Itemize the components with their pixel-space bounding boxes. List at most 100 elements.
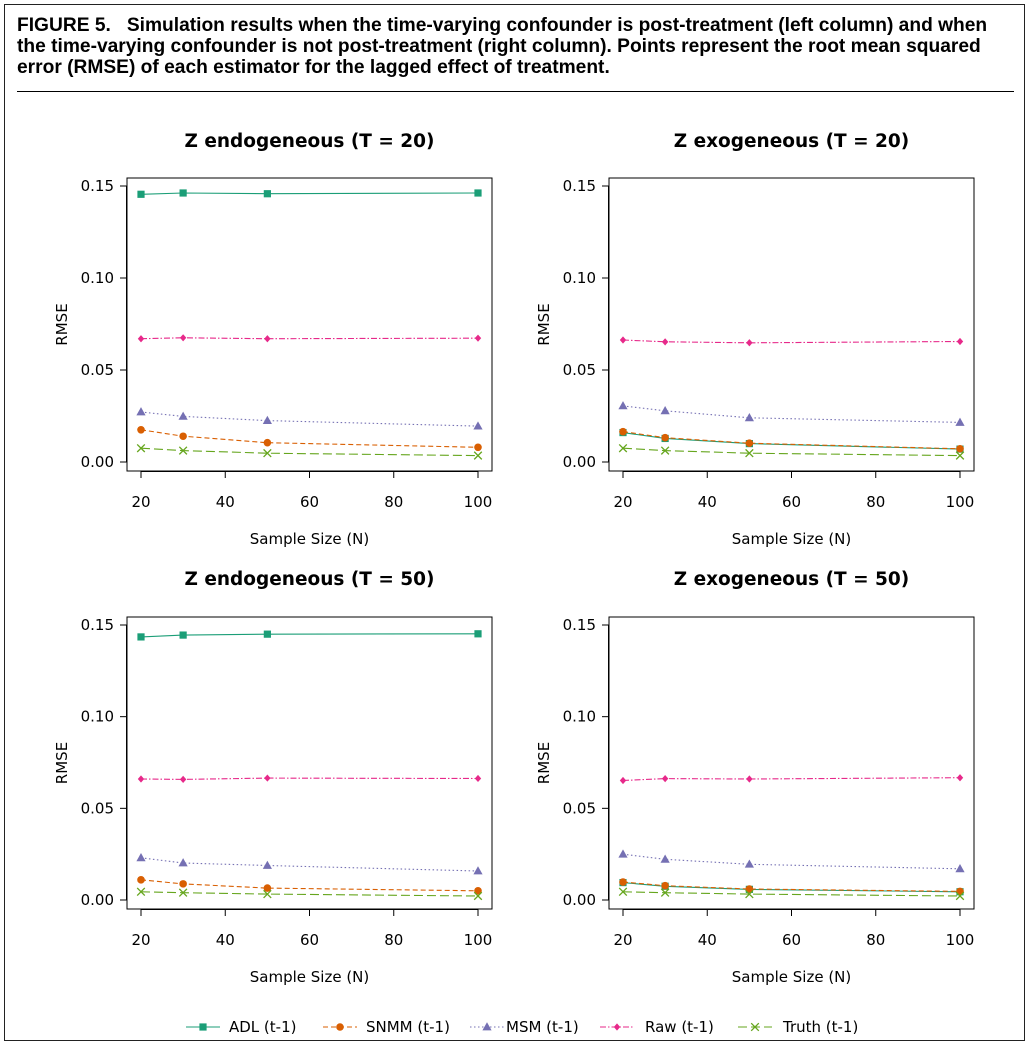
y-tick-label: 0.05 xyxy=(81,361,114,379)
series-truth-t-1 xyxy=(618,443,965,460)
data-point xyxy=(137,633,145,641)
legend-marker xyxy=(750,1022,760,1032)
legend-label: Truth (t-1) xyxy=(782,1018,858,1036)
x-tick-label: 60 xyxy=(300,931,319,949)
series-line xyxy=(622,447,961,457)
x-tick-label: 80 xyxy=(866,931,885,949)
data-point xyxy=(473,421,483,430)
data-point xyxy=(473,451,483,460)
chart-title: Z exogeneous (T = 50) xyxy=(674,569,910,590)
series-line xyxy=(622,431,961,450)
data-point xyxy=(474,774,482,783)
data-point xyxy=(618,849,628,858)
data-point xyxy=(955,451,965,460)
y-tick-label: 0.00 xyxy=(563,453,596,471)
data-point xyxy=(262,860,272,869)
y-tick-label: 0.05 xyxy=(81,799,114,817)
data-point xyxy=(955,417,965,426)
data-point xyxy=(263,438,272,447)
data-point xyxy=(474,443,482,452)
data-point xyxy=(474,334,482,342)
data-point xyxy=(136,443,146,453)
legend: ADL (t-1) SNMM (t-1) MSM (t-1) Raw (t-1) Tru… xyxy=(186,1018,858,1036)
legend-marker xyxy=(199,1023,207,1031)
plot-frame xyxy=(126,177,493,472)
series-line xyxy=(140,192,479,195)
data-point xyxy=(618,401,628,410)
y-axis: 0.00 0.05 0.10 0.15 RMSE xyxy=(535,177,609,471)
data-point xyxy=(136,407,146,416)
chart-title: Z endogeneous (T = 50) xyxy=(184,569,434,590)
series-snmm-t-1 xyxy=(137,426,482,452)
data-point xyxy=(178,858,188,867)
y-axis: 0.00 0.05 0.10 0.15 RMSE xyxy=(53,616,127,909)
y-tick-label: 0.10 xyxy=(81,269,114,287)
data-point xyxy=(619,336,627,344)
series-line xyxy=(622,432,961,450)
data-point xyxy=(137,426,145,434)
data-point xyxy=(136,853,146,862)
data-point xyxy=(660,888,670,897)
x-tick-label: 80 xyxy=(384,931,403,949)
data-point xyxy=(178,446,188,455)
x-axis-label: Sample Size (N) xyxy=(732,968,852,986)
data-point xyxy=(745,885,754,893)
y-axis: 0.00 0.05 0.10 0.15 RMSE xyxy=(53,177,127,471)
x-tick-label: 20 xyxy=(131,493,150,511)
data-point xyxy=(179,334,187,342)
x-tick-label: 60 xyxy=(782,493,801,511)
series-adl-t-1 xyxy=(619,428,964,453)
data-point xyxy=(474,630,482,638)
series-line xyxy=(140,429,479,448)
chart-panel-1: Z endogeneous (T = 20) 0.00 0.05 0.10 0.15 RM… xyxy=(53,131,493,548)
plot-frame xyxy=(608,177,975,472)
y-axis: 0.00 0.05 0.10 0.15 RMSE xyxy=(535,616,609,909)
legend-label: ADL (t-1) xyxy=(229,1018,296,1036)
data-point xyxy=(263,889,272,899)
data-point xyxy=(746,339,753,347)
chart-title: Z endogeneous (T = 20) xyxy=(184,131,434,152)
y-tick-label: 0.15 xyxy=(563,177,596,195)
data-point xyxy=(474,887,482,895)
legend-marker xyxy=(613,1023,621,1031)
series-line xyxy=(140,633,479,638)
series-line xyxy=(140,857,479,872)
series-msm-t-1 xyxy=(136,853,483,875)
data-point xyxy=(179,189,187,197)
data-point xyxy=(746,775,753,783)
series-line xyxy=(622,339,961,344)
data-point xyxy=(661,433,669,442)
series-snmm-t-1 xyxy=(619,427,964,453)
x-tick-label: 80 xyxy=(384,493,403,511)
data-point xyxy=(955,864,965,873)
x-axis-label: Sample Size (N) xyxy=(250,530,370,548)
y-axis-label: RMSE xyxy=(53,303,71,345)
data-point xyxy=(179,775,187,783)
series-line xyxy=(622,882,961,893)
data-point xyxy=(618,443,628,453)
data-point xyxy=(473,866,483,875)
data-point xyxy=(660,446,670,455)
data-point xyxy=(473,891,483,901)
y-axis-label: RMSE xyxy=(535,742,553,784)
data-point xyxy=(618,887,628,897)
legend-item-raw-t-1: Raw (t-1) xyxy=(600,1018,714,1036)
x-tick-label: 100 xyxy=(946,931,975,949)
data-point xyxy=(955,891,965,901)
data-point xyxy=(619,427,627,436)
figure-caption: FIGURE 5. Simulation results when the ti… xyxy=(17,15,1017,78)
data-point xyxy=(263,448,272,458)
series-msm-t-1 xyxy=(618,849,965,873)
x-tick-label: 40 xyxy=(216,931,235,949)
x-axis: 20 40 60 80 100 Sample Size (N) xyxy=(613,471,974,548)
legend-marker xyxy=(482,1022,492,1031)
data-point xyxy=(661,338,669,346)
legend-label: Raw (t-1) xyxy=(645,1018,714,1036)
x-tick-label: 40 xyxy=(216,493,235,511)
y-tick-label: 0.10 xyxy=(81,708,114,726)
data-point xyxy=(264,774,271,782)
y-tick-label: 0.00 xyxy=(81,453,114,471)
data-point xyxy=(744,859,754,868)
x-tick-label: 20 xyxy=(613,931,632,949)
series-raw-t-1 xyxy=(619,774,964,785)
